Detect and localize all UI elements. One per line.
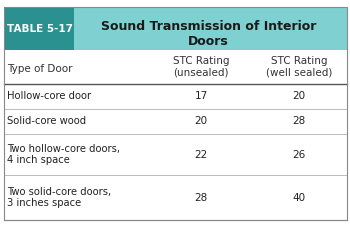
Text: 40: 40 [293, 193, 306, 202]
Text: Two solid-core doors,
3 inches space: Two solid-core doors, 3 inches space [7, 187, 111, 208]
Text: 22: 22 [195, 150, 208, 160]
Text: 20: 20 [293, 91, 306, 101]
Text: 20: 20 [195, 116, 208, 126]
Text: 28: 28 [293, 116, 306, 126]
Text: Doors: Doors [188, 35, 229, 48]
Text: Solid-core wood: Solid-core wood [7, 116, 86, 126]
Text: TABLE 5-17: TABLE 5-17 [7, 24, 73, 34]
Text: 26: 26 [293, 150, 306, 160]
Text: STC Rating
(well sealed): STC Rating (well sealed) [266, 56, 332, 78]
Text: Sound Transmission of Interior: Sound Transmission of Interior [100, 20, 316, 33]
Text: STC Rating
(unsealed): STC Rating (unsealed) [173, 56, 230, 78]
Text: 28: 28 [195, 193, 208, 202]
Text: Two hollow-core doors,
4 inch space: Two hollow-core doors, 4 inch space [7, 144, 120, 165]
Text: 17: 17 [195, 91, 208, 101]
Text: Type of Door: Type of Door [7, 64, 72, 74]
Text: Hollow-core door: Hollow-core door [7, 91, 91, 101]
